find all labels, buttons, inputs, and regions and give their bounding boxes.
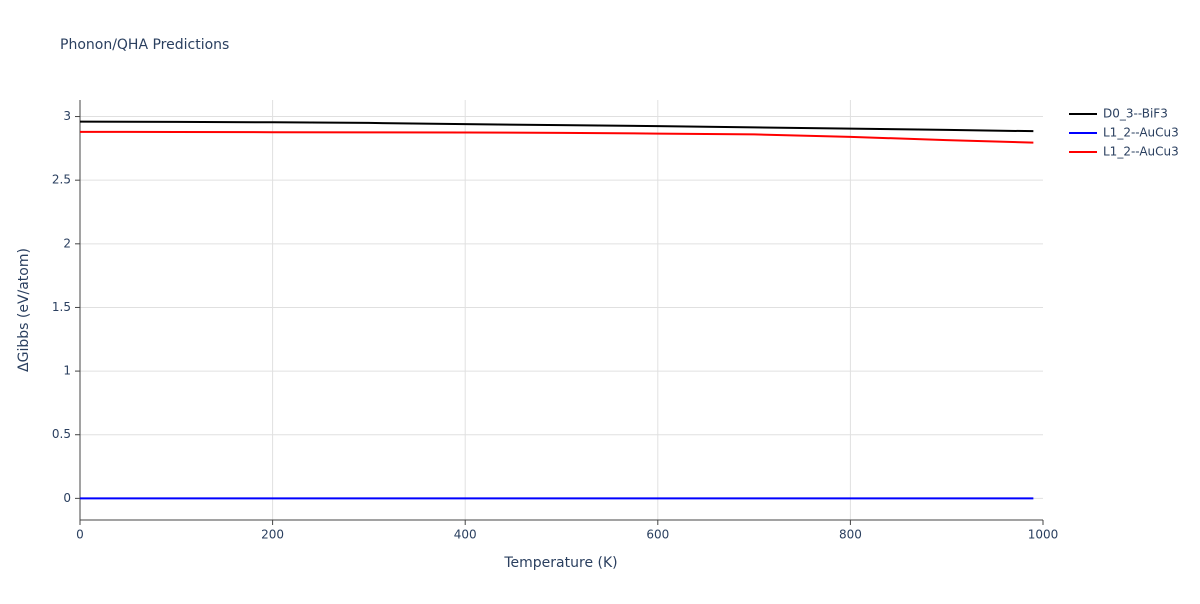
y-tick-label: 2.5 — [52, 173, 71, 187]
y-tick-label: 3 — [63, 109, 71, 123]
x-tick-label: 0 — [76, 528, 84, 542]
x-tick-label: 400 — [454, 528, 477, 542]
y-axis-label: ΔGibbs (eV/atom) — [16, 248, 32, 372]
x-axis-label: Temperature (K) — [503, 555, 617, 571]
legend-label: D0_3--BiF3 — [1103, 107, 1168, 121]
x-tick-label: 1000 — [1028, 528, 1059, 542]
series-line — [79, 130, 1034, 144]
y-tick-label: 0 — [63, 491, 71, 505]
y-tick-label: 0.5 — [52, 427, 71, 441]
x-tick-label: 800 — [839, 528, 862, 542]
y-tick-label: 1.5 — [52, 300, 71, 314]
y-tick-label: 1 — [63, 364, 71, 378]
x-tick-label: 600 — [646, 528, 669, 542]
chart-title: Phonon/QHA Predictions — [60, 37, 229, 53]
y-tick-label: 2 — [63, 236, 71, 250]
x-tick-label: 200 — [261, 528, 284, 542]
series-line — [79, 120, 1034, 133]
legend-label: L1_2--AuCu3 — [1103, 145, 1179, 159]
legend-label: L1_2--AuCu3 — [1103, 126, 1179, 140]
